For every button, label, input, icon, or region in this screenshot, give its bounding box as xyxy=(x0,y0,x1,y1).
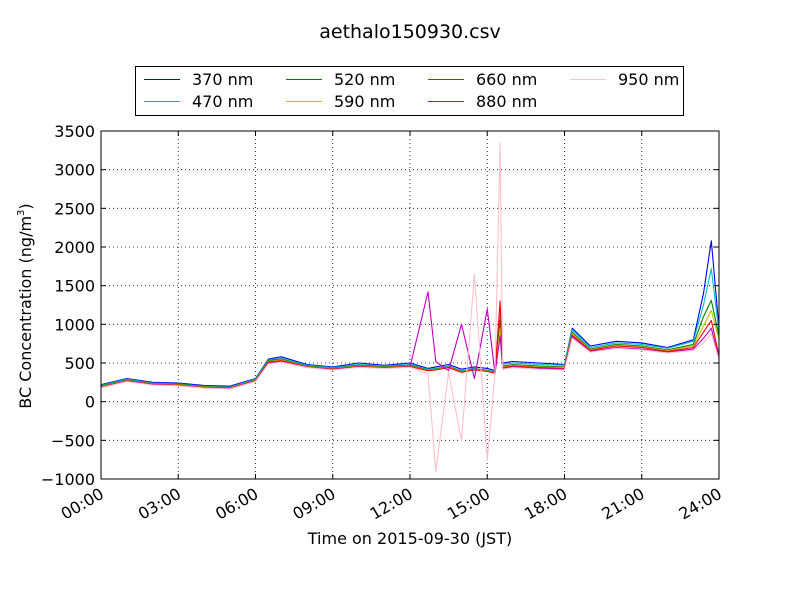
y-axis-label-base: BC Concentration (ng/m xyxy=(16,216,35,409)
legend-item: 470 nm xyxy=(144,90,253,112)
y-axis-label-close: ) xyxy=(16,203,35,209)
y-tick-label: 500 xyxy=(64,354,95,373)
x-tick-label: 03:00 xyxy=(135,484,184,524)
y-axis-label: BC Concentration (ng/m3) xyxy=(16,203,35,408)
legend-line-swatch xyxy=(570,78,606,80)
y-axis-label-sup: 3 xyxy=(16,210,27,216)
legend-item: 950 nm xyxy=(570,68,679,90)
legend-line-swatch xyxy=(428,100,464,102)
series-layer xyxy=(100,142,720,472)
legend-item: 520 nm xyxy=(286,68,395,90)
legend: 370 nm 470 nm 520 nm 590 nm 660 nm 880 nm 950 … xyxy=(135,66,684,116)
x-tick-label: 09:00 xyxy=(289,484,338,524)
chart-title: aethalo150930.csv xyxy=(319,21,501,43)
y-tick-label: 1500 xyxy=(54,277,95,296)
legend-label: 370 nm xyxy=(192,69,254,89)
legend-label: 470 nm xyxy=(192,91,254,111)
legend-label: 950 nm xyxy=(618,69,680,89)
legend-line-swatch xyxy=(144,100,180,102)
axis-ticks: 00:00 03:00 06:00 09:00 12:00 15:00 18:00 21:00… xyxy=(41,122,725,524)
legend-line-swatch xyxy=(144,78,180,80)
y-tick-label: 2000 xyxy=(54,238,95,257)
y-tick-label: 0 xyxy=(85,393,95,412)
x-tick-label: 00:00 xyxy=(58,484,107,524)
x-tick-label: 24:00 xyxy=(676,484,725,524)
legend-item: 370 nm xyxy=(144,68,253,90)
series-line-370-nm xyxy=(100,240,720,387)
x-tick-label: 06:00 xyxy=(212,484,261,524)
y-tick-label: −500 xyxy=(51,431,95,450)
legend-label: 660 nm xyxy=(476,69,538,89)
y-tick-label: 3000 xyxy=(54,161,95,180)
x-axis-label: Time on 2015-09-30 (JST) xyxy=(307,529,512,548)
y-tick-label: 1000 xyxy=(54,315,95,334)
y-tick-label: 2500 xyxy=(54,199,95,218)
legend-item: 590 nm xyxy=(286,90,395,112)
x-tick-label: 21:00 xyxy=(598,484,647,524)
x-tick-label: 15:00 xyxy=(444,484,493,524)
grid-lines xyxy=(101,131,719,479)
legend-line-swatch xyxy=(286,78,322,80)
legend-item: 880 nm xyxy=(428,90,537,112)
legend-line-swatch xyxy=(286,100,322,102)
x-tick-label: 12:00 xyxy=(367,484,416,524)
series-line-470-nm xyxy=(100,268,720,388)
y-tick-label: −1000 xyxy=(41,470,95,489)
series-line-950-nm xyxy=(100,142,720,472)
y-tick-label: 3500 xyxy=(54,122,95,141)
legend-label: 520 nm xyxy=(334,69,396,89)
legend-label: 880 nm xyxy=(476,91,538,111)
legend-label: 590 nm xyxy=(334,91,396,111)
legend-line-swatch xyxy=(428,78,464,80)
series-line-880-nm xyxy=(100,291,720,390)
x-tick-label: 18:00 xyxy=(521,484,570,524)
legend-item: 660 nm xyxy=(428,68,537,90)
